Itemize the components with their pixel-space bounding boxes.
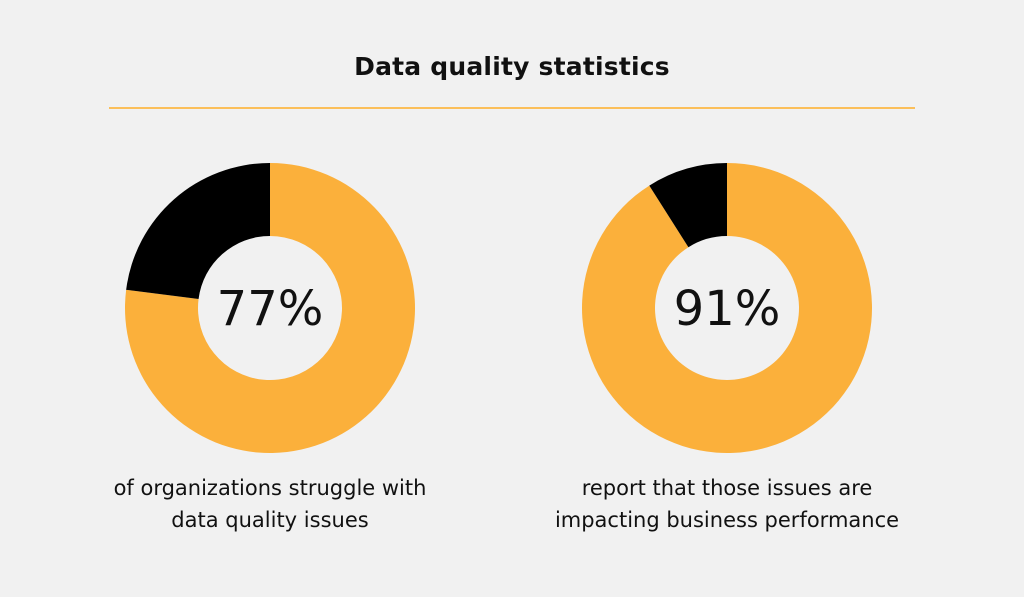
donut-2-center-label: 91%: [674, 281, 781, 337]
donut-1-slice-2: [126, 163, 270, 299]
donut-1-slice-1: [124, 163, 415, 453]
title-divider: [109, 107, 915, 109]
chart-caption-1: of organizations struggle with data qual…: [113, 476, 427, 532]
page-title: Data quality statistics: [354, 52, 670, 81]
donut-2-slice-2: [649, 163, 727, 248]
chart-caption-2: report that those issues are impacting b…: [554, 476, 900, 532]
donut-2-slice-1: [581, 163, 872, 453]
donut-1-center-label: 77%: [217, 281, 324, 337]
